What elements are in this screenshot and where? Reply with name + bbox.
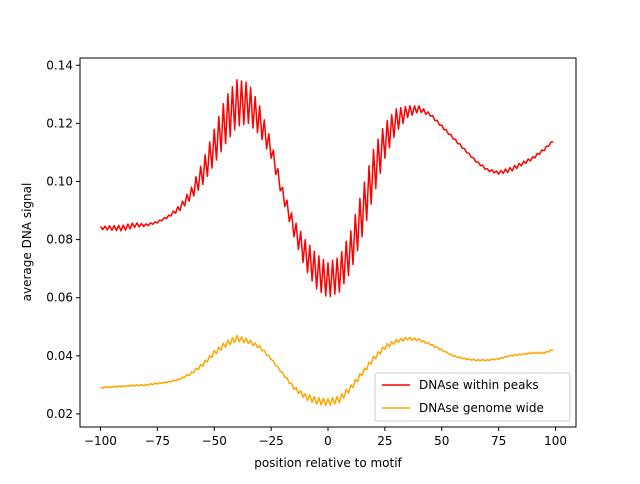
plot-area-frame bbox=[79, 57, 577, 428]
x-tick-label: 25 bbox=[377, 434, 392, 448]
x-tick-label: 50 bbox=[434, 434, 449, 448]
x-axis-label: position relative to motif bbox=[254, 456, 402, 470]
y-tick-label: 0.12 bbox=[46, 116, 73, 130]
y-tick-label: 0.14 bbox=[46, 58, 73, 72]
legend-label-peaks: DNAse within peaks bbox=[419, 378, 539, 392]
x-tick-label: −75 bbox=[145, 434, 170, 448]
series-line-peaks bbox=[99, 79, 554, 298]
x-tick-label: 75 bbox=[491, 434, 506, 448]
x-tick-label: 0 bbox=[324, 434, 332, 448]
series-layer bbox=[99, 79, 554, 407]
x-tick-label: −50 bbox=[202, 434, 227, 448]
x-tick-label: −25 bbox=[258, 434, 283, 448]
legend-frame bbox=[374, 372, 571, 422]
x-tick-label: 100 bbox=[544, 434, 567, 448]
y-tick-label: 0.06 bbox=[46, 291, 73, 305]
y-tick-label: 0.04 bbox=[46, 349, 73, 363]
y-tick-label: 0.10 bbox=[46, 174, 73, 188]
legend: DNAse within peaks DNAse genome wide bbox=[374, 372, 571, 422]
legend-label-genome: DNAse genome wide bbox=[419, 401, 544, 415]
x-axis: −100 −75 −50 −25 0 25 50 75 100 bbox=[84, 427, 567, 448]
x-tick-label: −100 bbox=[84, 434, 117, 448]
series-line-genome bbox=[100, 334, 554, 407]
y-tick-label: 0.08 bbox=[46, 233, 73, 247]
y-axis-label: average DNA signal bbox=[20, 183, 34, 302]
y-axis: 0.02 0.04 0.06 0.08 0.10 0.12 0.14 bbox=[46, 58, 80, 421]
y-tick-label: 0.02 bbox=[46, 407, 73, 421]
